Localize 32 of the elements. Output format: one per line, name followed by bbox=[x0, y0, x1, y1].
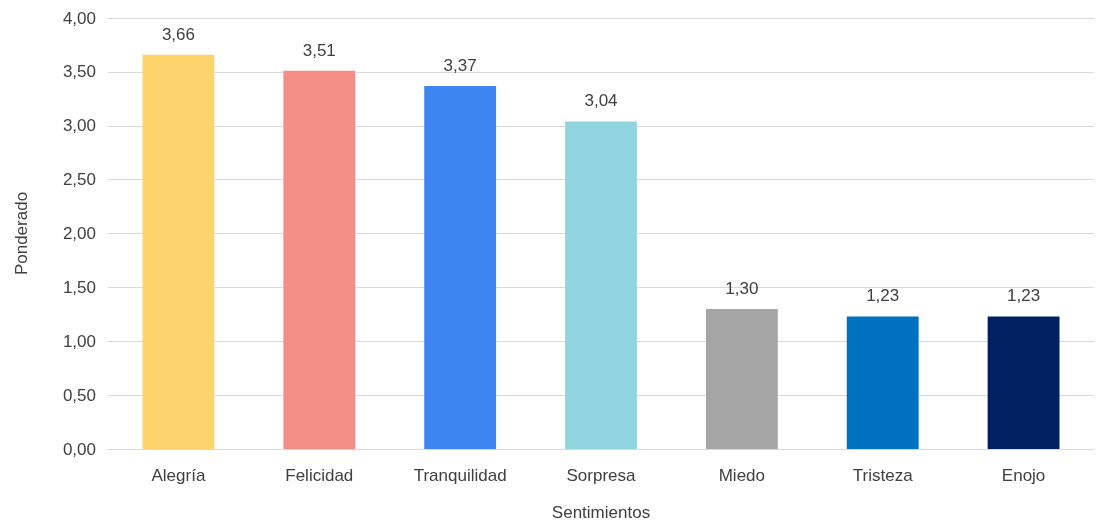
y-tick-label: 0,00 bbox=[62, 439, 96, 459]
x-tick-label: Tristeza bbox=[852, 466, 914, 485]
x-axis-title: Sentimientos bbox=[551, 503, 651, 522]
bar bbox=[424, 85, 497, 449]
data-label: 1,30 bbox=[725, 278, 759, 298]
y-tick-label: 1,50 bbox=[62, 277, 96, 297]
y-tick-label: 1,00 bbox=[62, 331, 96, 351]
data-label: 3,37 bbox=[443, 55, 477, 75]
bar bbox=[705, 308, 778, 449]
data-label: 1,23 bbox=[1007, 286, 1041, 306]
data-label: 1,23 bbox=[866, 286, 900, 306]
x-tick-label: Felicidad bbox=[285, 466, 354, 485]
y-tick-label: 2,00 bbox=[62, 224, 96, 243]
data-label: 3,51 bbox=[302, 40, 336, 60]
bar bbox=[283, 70, 356, 449]
x-tick-label: Enojo bbox=[1001, 466, 1046, 485]
x-tick-label: Sorpresa bbox=[566, 466, 637, 485]
y-tick-label: 3,50 bbox=[62, 62, 96, 82]
y-tick-label: 4,00 bbox=[62, 8, 96, 28]
bar bbox=[846, 316, 919, 449]
bar bbox=[987, 316, 1060, 449]
x-tick-label: Alegría bbox=[151, 466, 206, 485]
y-tick-label: 2,50 bbox=[62, 170, 96, 190]
bar bbox=[142, 54, 215, 449]
data-label: 3,04 bbox=[584, 91, 618, 111]
x-tick-label: Miedo bbox=[718, 466, 766, 485]
y-tick-label: 3,00 bbox=[62, 116, 96, 136]
data-label: 3,66 bbox=[161, 24, 195, 44]
x-tick-label: Tranquilidad bbox=[413, 466, 507, 485]
bar bbox=[565, 121, 637, 449]
y-tick-label: 0,50 bbox=[62, 385, 96, 405]
y-axis-title: Ponderado bbox=[12, 191, 31, 276]
